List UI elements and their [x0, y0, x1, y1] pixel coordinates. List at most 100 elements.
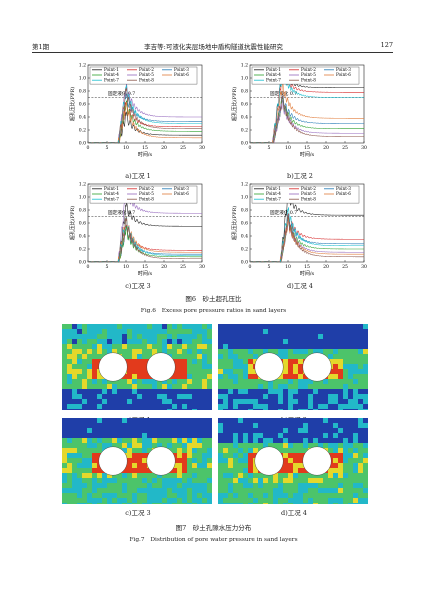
legend-box — [251, 66, 360, 85]
legend-entry: Point-5 — [139, 191, 154, 196]
legend-box — [89, 185, 198, 204]
x-tick-label: 20 — [161, 145, 167, 151]
journal-issue: 第1期 — [32, 43, 50, 51]
series-line-point-3 — [249, 215, 364, 263]
legend-entry: Point-1 — [104, 186, 119, 191]
y-tick-label: 0.8 — [241, 208, 248, 214]
series-line-point-5 — [250, 218, 364, 263]
x-tick-label: 15 — [142, 145, 148, 151]
y-tick-label: 0.8 — [79, 89, 86, 95]
legend-entry: Point-6 — [336, 72, 351, 77]
legend-entry: Point-6 — [174, 72, 189, 77]
y-tick-label: 1.0 — [241, 76, 248, 82]
y-tick-label: 0.6 — [79, 102, 86, 108]
legend-entry: Point-2 — [139, 67, 154, 72]
series-line-point-5 — [88, 83, 202, 144]
y-tick-label: 0.0 — [241, 260, 248, 266]
legend-entry: Point-4 — [266, 72, 281, 77]
series-line-point-2 — [87, 224, 202, 263]
y-tick-label: 1.0 — [79, 76, 86, 82]
legend-entry: Point-3 — [174, 186, 189, 191]
fig7-caption: 图7 砂土孔隙水压力分布 — [175, 524, 252, 532]
x-tick-label: 10 — [123, 145, 129, 151]
series-line-point-2 — [249, 212, 364, 263]
tunnel-right — [146, 352, 176, 382]
y-tick-label: 0.8 — [241, 89, 248, 95]
series-line-point-2 — [87, 100, 202, 144]
legend-entry: Point-8 — [139, 77, 154, 82]
x-tick-label: 5 — [106, 264, 109, 270]
series-line-point-8 — [87, 217, 202, 263]
x-tick-label: 20 — [161, 264, 167, 270]
x-tick-label: 20 — [323, 264, 329, 270]
x-tick-label: 0 — [87, 264, 90, 270]
y-tick-label: 0.2 — [79, 128, 86, 134]
legend-entry: Point-1 — [266, 67, 281, 72]
x-axis-label: 时间/s — [138, 151, 153, 158]
y-tick-label: 1.2 — [79, 63, 86, 69]
legend-entry: Point-2 — [139, 186, 154, 191]
series-line-point-8 — [249, 215, 364, 263]
legend-entry: Point-1 — [104, 67, 119, 72]
ppr-chart-case-2: 0.0 0.2 0.4 0.6 0.8 1.0 1.2 0 5 10 15 20 25 30 时间/s 超孔压… — [230, 63, 368, 166]
y-tick-label: 0.8 — [79, 208, 86, 214]
y-tick-label: 0.4 — [79, 115, 86, 121]
series-line-point-7 — [87, 217, 202, 263]
x-tick-label: 15 — [304, 145, 310, 151]
fig6-subcaption-b: b)工况 2 — [287, 172, 313, 180]
y-axis-label: 超孔压比(PPR) — [69, 87, 76, 121]
y-tick-label: 1.2 — [241, 182, 248, 188]
series-line-point-7 — [249, 68, 364, 144]
legend-entry: Point-7 — [104, 196, 119, 201]
legend-entry: Point-4 — [104, 72, 119, 77]
fig7-caption-en: Fig.7 Distribution of pore water pressur… — [129, 537, 298, 543]
tunnel-left — [98, 446, 128, 476]
tunnel-left — [254, 352, 284, 382]
x-tick-label: 20 — [323, 145, 329, 151]
tunnel-right — [146, 446, 176, 476]
series-line-point-4 — [87, 100, 202, 144]
ppr-chart-case-4: 0.0 0.2 0.4 0.6 0.8 1.0 1.2 0 5 10 15 20 25 30 时间/s 超孔压… — [230, 182, 368, 285]
x-axis-label: 时间/s — [138, 270, 153, 277]
x-tick-label: 5 — [268, 264, 271, 270]
legend-entry: Point-8 — [139, 196, 154, 201]
series-line-point-7 — [87, 85, 202, 144]
series-line-point-8 — [87, 87, 202, 144]
series-line-point-8 — [249, 95, 364, 144]
legend-entry: Point-7 — [266, 77, 281, 82]
x-tick-label: 25 — [342, 145, 348, 151]
fig6-subcaption-d: d)工况 4 — [287, 282, 313, 290]
series-line-point-6 — [88, 101, 202, 144]
x-tick-label: 0 — [249, 145, 252, 151]
pore-pressure-contour-case-4 — [218, 418, 368, 504]
y-axis-label: 超孔压比(PPR) — [231, 206, 238, 240]
legend-entry: Point-4 — [266, 191, 281, 196]
x-tick-label: 10 — [285, 145, 291, 151]
y-tick-label: 1.0 — [241, 195, 248, 201]
legend-entry: Point-7 — [104, 77, 119, 82]
fig6-caption: 图6 砂土超孔压比 — [185, 295, 242, 303]
x-tick-label: 15 — [142, 264, 148, 270]
tunnel-right — [302, 446, 332, 476]
fig6-subcaption-a: a)工况 1 — [125, 172, 151, 180]
tunnel-left — [254, 446, 284, 476]
y-tick-label: 0.2 — [241, 247, 248, 253]
x-tick-label: 10 — [123, 264, 129, 270]
pore-pressure-contour-case-3 — [62, 418, 212, 504]
header-rule — [32, 52, 393, 53]
y-tick-label: 0.4 — [241, 115, 248, 121]
y-tick-label: 0.0 — [79, 260, 86, 266]
legend-entry: Point-5 — [301, 191, 316, 196]
x-tick-label: 30 — [199, 145, 205, 151]
legend-entry: Point-6 — [174, 191, 189, 196]
y-tick-label: 0.2 — [241, 128, 248, 134]
threshold-annotation: 固定液化 0.7 — [270, 209, 297, 216]
y-tick-label: 0.0 — [79, 141, 86, 147]
ppr-chart-case-3: 0.0 0.2 0.4 0.6 0.8 1.0 1.2 0 5 10 15 20 25 30 时间/s 超孔压… — [68, 182, 206, 285]
y-tick-label: 0.6 — [241, 221, 248, 227]
y-tick-label: 0.0 — [241, 141, 248, 147]
x-tick-label: 10 — [285, 264, 291, 270]
pore-pressure-contour-case-2 — [218, 324, 368, 410]
series-line-point-7 — [249, 207, 364, 263]
legend-entry: Point-8 — [301, 196, 316, 201]
